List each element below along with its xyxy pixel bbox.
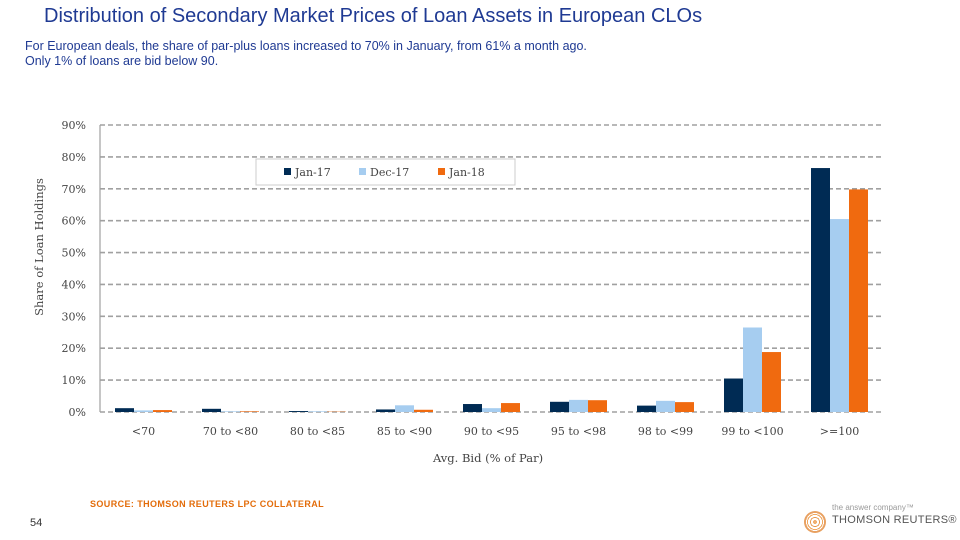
bar-dec-17 <box>656 400 675 412</box>
bar-jan-18 <box>675 402 694 412</box>
x-category-label: 95 to <98 <box>551 425 606 438</box>
bar-jan-17 <box>550 401 569 412</box>
y-tick-label: 30% <box>62 310 86 323</box>
bar-jan-17 <box>289 411 308 412</box>
y-tick-label: 70% <box>62 183 86 196</box>
logo-tagline: the answer company™ <box>832 503 914 512</box>
bar-jan-18 <box>588 400 607 412</box>
x-category-label: 80 to <85 <box>290 425 345 438</box>
legend-swatch <box>438 168 445 175</box>
y-tick-label: 10% <box>62 374 86 387</box>
bar-dec-17 <box>395 405 414 412</box>
y-tick-label: 20% <box>62 342 86 355</box>
chart-bars <box>115 168 868 412</box>
x-axis-categories: <70 70 to <80 80 to <85 85 to <90 90 to <95 9… <box>132 425 859 438</box>
legend-box <box>255 158 516 186</box>
slide-subtitle: For European deals, the share of par-plu… <box>25 39 587 69</box>
legend-label: Jan-17 <box>294 166 331 179</box>
y-axis-ticks: 0% 10% 20% 30% 40% 50% 60% 70% 80% 90% <box>62 119 86 419</box>
bar-dec-17 <box>569 399 588 412</box>
bar-jan-17 <box>202 408 221 412</box>
x-category-label: 99 to <100 <box>721 425 783 438</box>
logo-mark-icon <box>804 511 826 533</box>
bar-jan-17 <box>376 409 395 412</box>
y-tick-label: 40% <box>62 278 86 291</box>
bar-jan-17 <box>637 405 656 412</box>
bar-dec-17 <box>743 327 762 412</box>
x-category-label: 98 to <99 <box>638 425 693 438</box>
bar-dec-17 <box>830 219 849 412</box>
y-tick-label: 50% <box>62 247 86 260</box>
bar-jan-17 <box>724 378 743 412</box>
thomson-reuters-logo: the answer company™ THOMSON REUTERS® <box>804 503 956 535</box>
x-category-label: <70 <box>132 425 155 438</box>
bar-jan-18 <box>153 410 172 412</box>
y-tick-label: 80% <box>62 151 86 164</box>
x-category-label: >=100 <box>820 425 859 438</box>
legend-label: Jan-18 <box>448 166 485 179</box>
bar-dec-17 <box>482 408 501 412</box>
y-tick-label: 60% <box>62 215 86 228</box>
x-category-label: 70 to <80 <box>203 425 258 438</box>
bar-dec-17 <box>134 410 153 412</box>
y-axis-title: Share of Loan Holdings <box>32 178 46 316</box>
subtitle-line-1: For European deals, the share of par-plu… <box>25 39 587 53</box>
bar-jan-17 <box>115 408 134 412</box>
slide-title: Distribution of Secondary Market Prices … <box>44 5 703 27</box>
chart-legend: Jan-17 Dec-17 Jan-18 <box>255 158 516 186</box>
y-tick-label: 90% <box>62 119 86 132</box>
page-number: 54 <box>30 517 43 529</box>
legend-swatch <box>284 168 291 175</box>
bar-dec-17 <box>221 411 240 412</box>
y-tick-label: 0% <box>69 406 86 419</box>
bar-jan-17 <box>463 404 482 412</box>
bar-jan-18 <box>414 409 433 412</box>
legend-swatch <box>359 168 366 175</box>
x-axis-title: Avg. Bid (% of Par) <box>432 451 543 465</box>
bar-jan-18 <box>501 403 520 412</box>
source-note: SOURCE: THOMSON REUTERS LPC COLLATERAL <box>90 499 325 509</box>
bar-jan-18 <box>762 352 781 412</box>
bar-jan-18 <box>240 411 259 412</box>
legend-label: Dec-17 <box>370 166 409 179</box>
subtitle-line-2: Only 1% of loans are bid below 90. <box>25 54 219 68</box>
logo-name: THOMSON REUTERS® <box>832 514 957 526</box>
bar-dec-17 <box>308 411 327 412</box>
x-category-label: 90 to <95 <box>464 425 519 438</box>
bar-jan-18 <box>849 189 868 412</box>
x-category-label: 85 to <90 <box>377 425 432 438</box>
bar-jan-17 <box>811 168 830 412</box>
